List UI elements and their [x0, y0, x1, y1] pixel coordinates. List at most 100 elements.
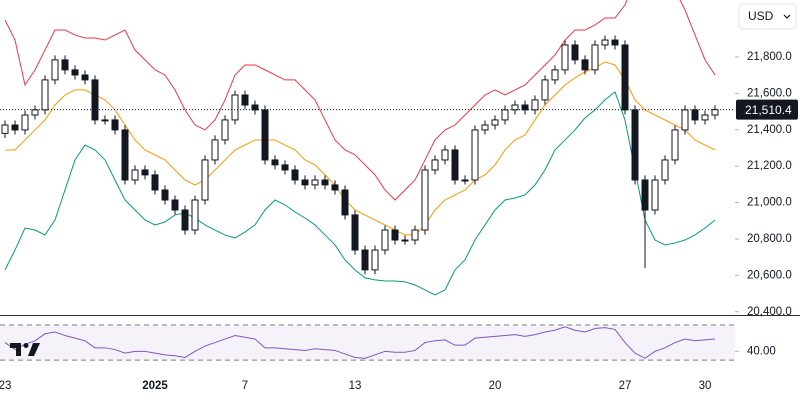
candle-body	[21, 114, 29, 131]
candle-body	[591, 44, 599, 71]
candle-body	[711, 109, 719, 116]
x-tick-label: 13	[349, 380, 362, 392]
candle-body	[661, 159, 669, 181]
candle-body	[11, 124, 19, 131]
candle-body	[611, 39, 619, 46]
candle-body	[41, 79, 49, 111]
candle-body	[601, 39, 609, 46]
x-tick-label: 23	[0, 380, 11, 392]
candle-body	[241, 94, 249, 106]
logo-part	[10, 343, 21, 356]
candle-body	[261, 109, 269, 161]
candle-body	[171, 199, 179, 211]
candle-body	[1, 124, 9, 134]
candle-body	[701, 114, 709, 121]
candle-body	[441, 149, 449, 161]
candle-body	[511, 104, 519, 111]
candle-body	[51, 59, 59, 81]
candle-body	[91, 79, 99, 121]
candle-body	[381, 229, 389, 251]
candle-body	[61, 59, 69, 71]
x-tick-label: 2025	[142, 380, 168, 392]
candle-body	[491, 119, 499, 126]
y-tick-label: 20,600.0	[747, 269, 792, 281]
y-tick-label: 21,600.0	[747, 87, 792, 99]
candle-body	[631, 109, 639, 181]
candle-body	[191, 199, 199, 231]
candle-body	[571, 44, 579, 61]
candle-body	[221, 119, 229, 141]
candle-body	[71, 69, 79, 76]
logo-part	[28, 343, 40, 356]
x-tick-label: 30	[699, 380, 712, 392]
candle-body	[161, 189, 169, 201]
candle-body	[581, 59, 589, 71]
candle-body	[451, 149, 459, 181]
currency-button[interactable]: USD	[738, 3, 797, 30]
last-price-box	[736, 99, 798, 120]
middle-band	[5, 61, 716, 236]
candle-body	[501, 109, 509, 121]
candle-body	[231, 94, 239, 121]
candle-body	[301, 179, 309, 186]
rsi-tick-label: 40.00	[747, 345, 776, 357]
candle-body	[461, 179, 469, 182]
y-tick-label: 21,800.0	[747, 51, 792, 63]
currency-label[interactable]: USD	[748, 9, 774, 23]
candle-body	[401, 239, 409, 242]
candle-body	[281, 164, 289, 171]
candle-body	[531, 99, 539, 111]
candle-body	[311, 179, 319, 186]
candle-body	[331, 184, 339, 191]
candle-body	[561, 44, 569, 71]
upper-band	[4, 0, 716, 201]
rsi-line	[4, 326, 716, 359]
candle-body	[151, 174, 159, 191]
candle-body	[551, 69, 559, 81]
price-pane	[1, 0, 719, 296]
candle-body	[481, 124, 489, 131]
candle-body	[201, 159, 209, 201]
candle-body	[681, 109, 689, 131]
candle-body	[131, 169, 139, 181]
candle-body	[431, 159, 439, 171]
candle-body	[291, 169, 299, 181]
currency-box[interactable]	[738, 3, 797, 30]
x-tick-label: 7	[242, 380, 248, 392]
candle-body	[421, 169, 429, 231]
candle-body	[101, 119, 109, 122]
candle-body	[541, 79, 549, 101]
candle-body	[271, 159, 279, 166]
rsi-band	[0, 325, 735, 361]
x-tick-label: 27	[619, 380, 632, 392]
candle-body	[671, 129, 679, 161]
tv-logo	[10, 343, 40, 356]
rsi-pane	[0, 324, 735, 361]
chevron[interactable]	[783, 14, 791, 19]
lower-band	[4, 91, 716, 296]
y-tick-label: 20,400.0	[747, 306, 792, 318]
candle-body	[361, 249, 369, 271]
candle-body	[411, 229, 419, 241]
y-tick-label: 21,200.0	[747, 160, 792, 172]
candle-body	[371, 249, 379, 271]
candle-body	[121, 129, 129, 181]
candle-body	[641, 179, 649, 211]
axes: 20,400.0 20,600.0 20,800.0 21,000.0 21,200.0…	[0, 51, 792, 392]
candle-body	[141, 169, 149, 176]
logo-part	[23, 343, 29, 348]
candle-body	[471, 129, 479, 181]
candle-body	[181, 209, 189, 231]
last-price-label: 21,510.4	[745, 103, 792, 117]
y-tick-label: 21,000.0	[747, 197, 792, 209]
candle-body	[321, 179, 329, 186]
candle-body	[621, 44, 629, 111]
candle-body	[351, 214, 359, 251]
candle-body	[111, 119, 119, 131]
candle-body	[341, 189, 349, 216]
candle-body	[31, 109, 39, 116]
candle-body	[651, 179, 659, 211]
candle-body	[211, 139, 219, 161]
y-tick-label: 21,400.0	[747, 124, 792, 136]
